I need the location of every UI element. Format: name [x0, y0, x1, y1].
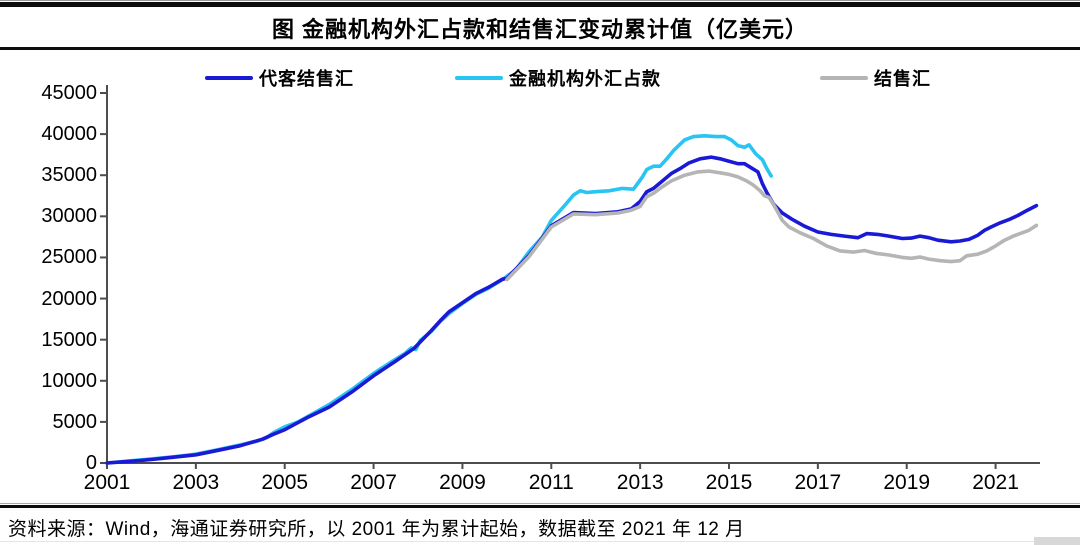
bottom-right-strip: [1034, 537, 1080, 545]
figure-title: 图 金融机构外汇占款和结售汇变动累计值（亿美元）: [271, 17, 809, 42]
x-tick-label: 2003: [172, 471, 220, 494]
y-tick-label: 0: [85, 452, 97, 474]
y-tick-label: 10000: [41, 369, 97, 392]
legend-label: 结售汇: [874, 69, 931, 89]
x-tick-label: 2015: [705, 471, 753, 494]
legend-swatch: [820, 76, 868, 80]
legend-item-代客结售汇: 代客结售汇: [205, 66, 354, 90]
series-line-代客结售汇: [105, 155, 1039, 465]
y-tick-label: 45000: [41, 82, 97, 104]
title-bottom-rule: [0, 47, 1080, 50]
legend-item-金融机构外汇占款: 金融机构外汇占款: [455, 66, 661, 90]
x-tick-label: 2021: [972, 471, 1019, 494]
series-line-结售汇: [505, 169, 1039, 282]
y-tick-label: 30000: [41, 205, 97, 228]
y-tick-label: 5000: [52, 410, 98, 433]
footer-rule-thin: [0, 503, 1080, 504]
y-tick-label: 35000: [41, 164, 97, 187]
x-tick-label: 2019: [883, 471, 931, 494]
x-tick-label: 2013: [616, 471, 664, 494]
legend-label: 代客结售汇: [259, 69, 354, 89]
chart-legend: 代客结售汇 金融机构外汇占款 结售汇: [0, 66, 1080, 92]
legend-swatch: [455, 76, 503, 80]
y-tick-label: 40000: [41, 123, 97, 146]
x-tick-label: 2011: [528, 471, 574, 494]
x-tick-label: 2009: [439, 471, 486, 494]
y-tick-label: 25000: [41, 246, 97, 269]
source-note: 资料来源：Wind，海通证券研究所，以 2001 年为累计起始，数据截至 202…: [8, 519, 745, 540]
x-tick-label: 2005: [261, 471, 309, 494]
x-tick-label: 2001: [83, 471, 131, 494]
y-tick-label: 15000: [41, 328, 97, 351]
top-rule-thin: [0, 0, 1080, 1]
series-line-金融机构外汇占款: [105, 134, 774, 465]
footer-rule-thick: [0, 505, 1080, 508]
x-tick-label: 2007: [350, 471, 397, 494]
bottom-faint-rule: [0, 541, 1080, 542]
legend-label: 金融机构外汇占款: [509, 69, 661, 89]
legend-item-结售汇: 结售汇: [820, 66, 931, 90]
x-tick-label: 2017: [794, 471, 842, 494]
legend-swatch: [205, 76, 253, 80]
top-rule-thick: [0, 2, 1080, 7]
y-tick-label: 20000: [41, 287, 97, 310]
